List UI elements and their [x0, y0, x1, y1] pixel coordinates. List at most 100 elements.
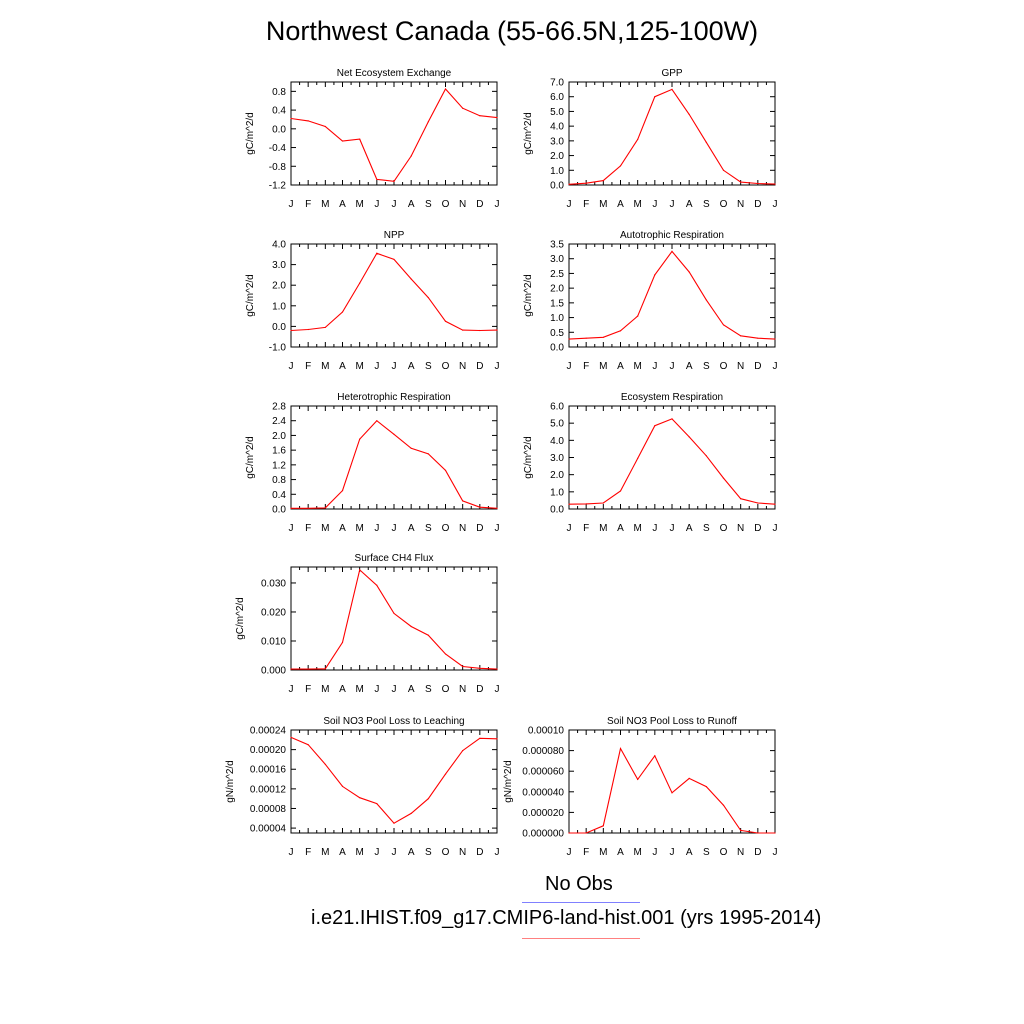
x-tick-label: N	[459, 361, 466, 372]
x-tick-label: A	[617, 199, 624, 210]
data-point	[376, 420, 378, 422]
x-tick-label: F	[305, 684, 311, 695]
data-point	[393, 612, 395, 615]
y-tick-label: -1.0	[269, 343, 287, 354]
x-tick-label: A	[686, 847, 693, 858]
y-tick-label: 0.0	[550, 343, 564, 354]
y-axis-label: gC/m^2/d	[523, 274, 534, 317]
data-point	[619, 490, 622, 492]
x-tick-label: A	[339, 199, 346, 210]
data-point	[290, 117, 292, 120]
y-tick-label: 1.0	[550, 487, 564, 498]
x-tick-label: M	[355, 684, 363, 695]
data-point	[410, 447, 412, 449]
x-tick-label: M	[355, 523, 363, 534]
x-tick-label: F	[305, 523, 311, 534]
x-tick-label: A	[339, 523, 346, 534]
y-tick-label: 0.000000	[522, 829, 564, 840]
data-point	[427, 798, 429, 800]
y-tick-label: 0.000080	[522, 746, 564, 757]
data-point	[705, 299, 707, 301]
y-tick-label: 0.010	[261, 636, 286, 647]
data-point	[444, 773, 447, 775]
data-point	[341, 641, 344, 644]
data-point	[427, 121, 429, 123]
y-axis-label: gC/m^2/d	[245, 274, 256, 317]
data-series-line	[569, 746, 775, 834]
data-series-line	[290, 252, 498, 332]
data-point	[585, 337, 587, 339]
data-point	[393, 822, 395, 824]
y-tick-label: 4.0	[272, 240, 286, 251]
plot-frame	[568, 729, 776, 834]
data-point	[496, 668, 498, 670]
x-tick-label: M	[633, 199, 641, 210]
data-point	[376, 584, 378, 586]
x-tick-label: M	[355, 847, 363, 858]
plot-frame	[568, 81, 776, 186]
y-axis-label: gN/m^2/d	[503, 760, 514, 803]
data-point	[359, 569, 361, 571]
x-tick-label: M	[321, 199, 329, 210]
data-point	[585, 832, 587, 834]
y-axis-label: gC/m^2/d	[523, 112, 534, 155]
x-tick-label: J	[374, 847, 379, 858]
x-tick-label: J	[567, 361, 572, 372]
x-tick-label: O	[442, 199, 450, 210]
data-point	[757, 832, 759, 834]
chart-title: GPP	[661, 68, 682, 79]
x-tick-label: M	[599, 361, 607, 372]
y-axis-label: gC/m^2/d	[235, 597, 246, 640]
y-tick-label: 0.0	[272, 124, 286, 135]
data-point	[602, 502, 604, 504]
data-point	[637, 138, 639, 140]
data-point	[705, 786, 707, 788]
data-point	[324, 125, 326, 128]
x-tick-label: A	[408, 523, 415, 534]
x-tick-label: S	[703, 361, 710, 372]
x-tick-label: O	[720, 361, 728, 372]
data-point	[479, 737, 481, 739]
data-point	[410, 155, 412, 157]
x-tick-label: A	[339, 684, 346, 695]
x-tick-label: J	[392, 523, 397, 534]
x-tick-label: D	[476, 847, 483, 858]
x-tick-label: S	[425, 847, 432, 858]
y-tick-label: 0.8	[272, 87, 286, 98]
x-tick-label: J	[495, 523, 500, 534]
chart-title: Ecosystem Respiration	[621, 392, 723, 403]
x-tick-label: J	[374, 361, 379, 372]
x-tick-label: F	[305, 847, 311, 858]
x-tick-label: D	[754, 523, 761, 534]
y-tick-label: 0.00004	[250, 824, 287, 835]
x-tick-label: J	[567, 847, 572, 858]
y-tick-label: 0.0	[272, 505, 286, 516]
x-tick-label: J	[374, 684, 379, 695]
chart-title: Autotrophic Respiration	[620, 230, 724, 241]
x-tick-label: J	[289, 847, 294, 858]
data-series-line	[290, 88, 498, 182]
x-tick-label: D	[476, 361, 483, 372]
y-tick-label: 0.4	[272, 106, 286, 117]
data-point	[740, 181, 742, 183]
x-tick-label: J	[392, 199, 397, 210]
data-point	[602, 336, 604, 338]
data-point	[410, 278, 412, 280]
data-series-line	[568, 88, 776, 185]
x-tick-label: A	[339, 847, 346, 858]
y-tick-label: 2.0	[550, 151, 564, 162]
data-point	[376, 252, 378, 254]
x-tick-label: J	[567, 199, 572, 210]
y-tick-label: 3.0	[272, 260, 286, 271]
data-point	[341, 311, 344, 313]
y-tick-label: 5.0	[550, 419, 564, 430]
x-tick-label: D	[476, 199, 483, 210]
data-point	[341, 785, 344, 788]
x-tick-label: A	[408, 361, 415, 372]
x-tick-label: S	[703, 847, 710, 858]
x-tick-label: N	[737, 847, 744, 858]
data-point	[479, 115, 481, 117]
data-point	[359, 438, 361, 440]
